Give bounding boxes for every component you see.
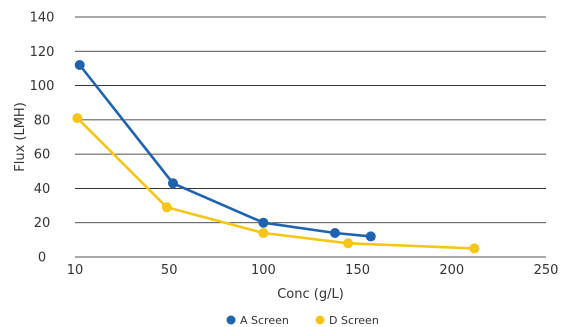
- y-tick-label: 100: [30, 79, 55, 94]
- x-axis-title: Conc (g/L): [277, 287, 344, 302]
- data-point: [258, 228, 269, 238]
- legend: A Screen D Screen: [226, 314, 379, 327]
- y-tick-label: 0: [38, 251, 46, 266]
- y-tick-label: 120: [30, 45, 55, 60]
- legend-label: D Screen: [329, 314, 379, 327]
- x-tick-label: 250: [534, 263, 559, 278]
- y-tick-label: 80: [34, 113, 51, 128]
- legend-label: A Screen: [240, 314, 289, 327]
- data-point: [72, 113, 83, 124]
- data-point: [365, 231, 376, 242]
- data-point: [258, 217, 269, 228]
- x-tick-label: 10: [67, 263, 84, 278]
- series-line-1: [78, 64, 371, 238]
- series-points: [72, 60, 480, 254]
- y-tick-label: 60: [34, 148, 51, 163]
- data-point: [469, 243, 480, 254]
- legend-marker: [226, 315, 236, 325]
- data-point: [161, 202, 172, 213]
- legend-marker: [315, 315, 325, 325]
- x-tick-label: 200: [439, 263, 464, 278]
- x-tick-label: 50: [161, 263, 178, 278]
- y-axis-ticks: 0 20 40 60 80 100 120 140: [30, 11, 55, 266]
- x-tick-label: 100: [251, 263, 276, 278]
- series-lines: [76, 64, 475, 250]
- x-tick-label: 150: [345, 263, 370, 278]
- data-point: [329, 228, 340, 238]
- gridlines: [75, 16, 546, 258]
- y-tick-label: 40: [34, 182, 51, 197]
- data-point: [74, 60, 85, 70]
- y-tick-label: 20: [34, 216, 51, 231]
- y-axis-title: Flux (LMH): [13, 102, 28, 172]
- data-point: [343, 238, 354, 249]
- data-point: [167, 178, 178, 189]
- x-axis-ticks: 10 50 100 150 200 250: [67, 263, 559, 278]
- y-tick-label: 140: [30, 11, 55, 26]
